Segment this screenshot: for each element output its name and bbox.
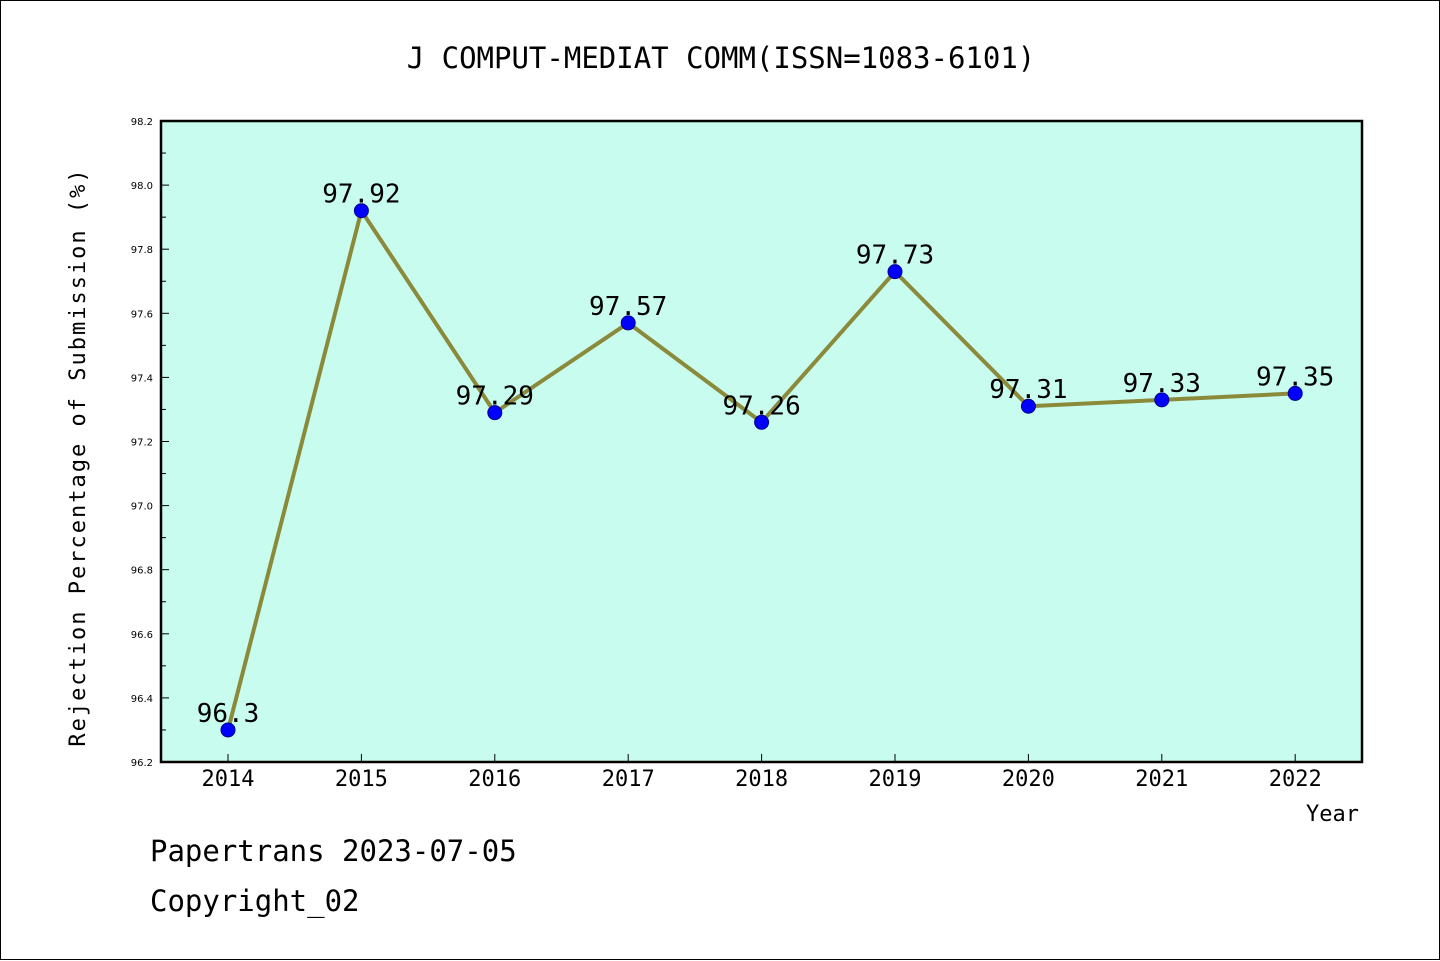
y-tick-label: 97.2 bbox=[131, 438, 153, 449]
data-point bbox=[887, 264, 903, 280]
plot-area bbox=[159, 119, 1364, 764]
x-axis: 2014 2015 2016 2017 2018 2019 2020 2021 2022 bbox=[202, 754, 1322, 792]
data-point bbox=[353, 203, 369, 219]
data-point bbox=[487, 405, 503, 421]
data-label: 97.26 bbox=[722, 391, 800, 421]
data-point bbox=[1287, 385, 1303, 401]
data-point bbox=[220, 722, 236, 738]
y-tick-label: 97.8 bbox=[131, 245, 153, 256]
chart-title: J COMPUT-MEDIAT COMM(ISSN=1083-6101) bbox=[407, 41, 1036, 75]
y-tick-label: 98.0 bbox=[131, 181, 153, 192]
y-tick-label: 96.6 bbox=[131, 630, 153, 641]
data-label: 97.73 bbox=[856, 241, 934, 271]
data-point bbox=[1154, 392, 1170, 408]
data-label: 97.29 bbox=[456, 382, 534, 412]
y-tick-label: 96.2 bbox=[131, 758, 153, 769]
data-label: 97.33 bbox=[1123, 369, 1201, 399]
y-tick-label: 98.2 bbox=[131, 117, 153, 128]
x-tick-label: 2019 bbox=[869, 767, 922, 792]
x-tick-label: 2016 bbox=[468, 767, 521, 792]
footer-date: Papertrans 2023-07-05 bbox=[150, 834, 517, 868]
x-tick-label: 2022 bbox=[1269, 767, 1322, 792]
footer-copyright: Copyright_02 bbox=[150, 884, 360, 918]
y-tick-label: 97.4 bbox=[131, 373, 153, 384]
y-tick-label: 97.6 bbox=[131, 309, 153, 320]
x-tick-label: 2021 bbox=[1135, 767, 1188, 792]
x-tick-label: 2017 bbox=[602, 767, 655, 792]
x-tick-label: 2020 bbox=[1002, 767, 1055, 792]
y-tick-label: 97.0 bbox=[131, 502, 153, 513]
x-tick-label: 2018 bbox=[735, 767, 788, 792]
y-axis: 96.2 96.4 96.6 96.8 97.0 97.2 97.4 97.6 97.8 98.0… bbox=[131, 117, 169, 769]
y-axis-label: Rejection Percentage of Submission (%) bbox=[66, 167, 91, 746]
data-point bbox=[754, 414, 770, 430]
data-label: 97.57 bbox=[589, 292, 667, 322]
data-point bbox=[1020, 398, 1036, 414]
y-tick-label: 96.4 bbox=[131, 694, 153, 705]
data-labels: 96.3 97.92 97.29 97.57 97.26 97.73 97.31 97.33 9… bbox=[197, 180, 1335, 729]
y-tick-label: 96.8 bbox=[131, 566, 153, 577]
x-axis-label: Year bbox=[1306, 802, 1359, 827]
data-label: 97.31 bbox=[989, 375, 1067, 405]
data-label: 97.92 bbox=[322, 180, 400, 210]
x-tick-label: 2015 bbox=[335, 767, 388, 792]
data-point bbox=[620, 315, 636, 331]
x-tick-label: 2014 bbox=[202, 767, 255, 792]
data-label: 96.3 bbox=[197, 699, 260, 729]
series-markers bbox=[220, 203, 1303, 738]
data-label: 97.35 bbox=[1256, 362, 1334, 392]
